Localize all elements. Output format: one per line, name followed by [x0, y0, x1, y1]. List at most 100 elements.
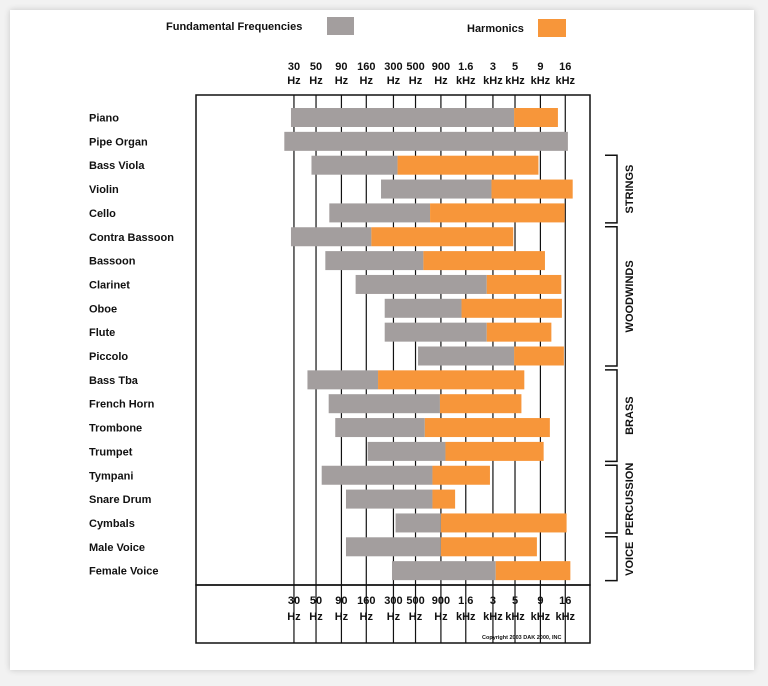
group-label-2: BRASS	[624, 396, 636, 435]
instrument-label-1: Pipe Organ	[89, 136, 148, 148]
top-tick-label-1: 50	[310, 61, 322, 73]
group-brackets: STRINGS WOODWINDS BRASS PERCUSSION VOICE	[605, 154, 636, 582]
group-bracket-1	[605, 226, 618, 367]
harmonics-bar-4	[430, 203, 565, 223]
top-tick-unit-3: Hz	[360, 75, 374, 87]
instrument-label-9: Flute	[89, 327, 115, 339]
fundamental-bar-11	[307, 370, 379, 390]
fundamental-bar-0	[290, 108, 515, 127]
top-tick-label-7: 1.6	[458, 61, 473, 73]
harmonics-bar-14	[445, 441, 544, 461]
instrument-label-6: Bassoon	[89, 256, 136, 268]
fundamental-bar-17	[395, 513, 441, 533]
fundamental-bar-14	[367, 441, 446, 461]
group-bracket-2	[605, 369, 618, 463]
top-tick-label-4: 300	[384, 61, 402, 73]
top-tick-label-3: 160	[357, 61, 375, 73]
top-tick-label-2: 90	[335, 61, 347, 73]
fundamental-bar-18	[345, 537, 441, 557]
fundamental-bar-3	[381, 179, 492, 199]
instrument-label-10: Piccolo	[89, 351, 128, 363]
top-tick-label-5: 500	[406, 61, 424, 73]
group-label-3: PERCUSSION	[624, 463, 636, 536]
bottom-axis-frame	[195, 584, 591, 644]
fundamental-bar-10	[418, 346, 515, 366]
harmonics-bar-10	[514, 346, 564, 366]
instrument-labels: Piano Pipe Organ Bass Viola Violin Cello Cont…	[89, 113, 174, 578]
instrument-label-5: Contra Bassoon	[89, 232, 174, 244]
instrument-label-11: Bass Tba	[89, 375, 139, 387]
top-tick-unit-9: kHz	[505, 75, 525, 87]
instrument-label-19: Female Voice	[89, 566, 159, 578]
legend-fundamental-swatch	[327, 17, 354, 35]
fundamental-bar-6	[325, 251, 424, 271]
top-tick-label-6: 900	[432, 61, 450, 73]
harmonics-bar-7	[486, 274, 562, 294]
top-tick-unit-4: Hz	[387, 75, 401, 87]
top-tick-unit-11: kHz	[555, 75, 575, 87]
fundamental-bar-5	[290, 227, 372, 247]
harmonics-bar-9	[486, 322, 552, 342]
top-tick-unit-2: Hz	[335, 75, 349, 87]
fundamental-bar-12	[328, 394, 440, 414]
harmonics-bar-15	[432, 465, 490, 485]
harmonics-bar-6	[423, 251, 545, 271]
legend-harmonics-swatch	[538, 19, 566, 37]
top-tick-unit-10: kHz	[531, 75, 551, 87]
group-label-0: STRINGS	[624, 165, 636, 214]
fundamental-bar-4	[329, 203, 431, 223]
harmonics-bar-13	[424, 418, 550, 438]
instrument-label-0: Piano	[89, 113, 119, 125]
fundamental-bar-13	[335, 418, 425, 438]
fundamental-bar-9	[384, 322, 487, 342]
instrument-label-18: Male Voice	[89, 542, 145, 554]
top-tick-unit-7: kHz	[456, 75, 476, 87]
group-label-1: WOODWINDS	[624, 260, 636, 332]
group-bracket-3	[605, 464, 618, 534]
top-tick-label-10: 9	[537, 61, 543, 73]
bottom-axis-ticks: 30Hz50Hz90Hz160Hz300Hz500Hz900Hz1.6kHz3k…	[287, 595, 575, 623]
fundamental-bar-2	[311, 155, 398, 175]
bars	[284, 108, 573, 581]
harmonics-bar-2	[397, 155, 539, 175]
top-tick-unit-5: Hz	[409, 75, 423, 87]
fundamental-bar-19	[391, 561, 496, 581]
top-axis-ticks: 30Hz50Hz90Hz160Hz300Hz500Hz900Hz1.6kHz3k…	[287, 61, 575, 87]
legend-fundamental-label: Fundamental Frequencies	[166, 21, 302, 33]
harmonics-bar-17	[440, 513, 567, 533]
fundamental-bar-1	[284, 131, 568, 151]
instrument-label-13: Trombone	[89, 423, 142, 435]
harmonics-bar-18	[440, 537, 537, 557]
grid-lines	[293, 95, 566, 643]
top-tick-label-8: 3	[490, 61, 496, 73]
harmonics-bar-19	[495, 561, 571, 581]
group-bracket-4	[605, 536, 618, 582]
harmonics-bar-12	[439, 394, 522, 414]
top-tick-label-9: 5	[512, 61, 518, 73]
top-tick-unit-0: Hz	[287, 75, 301, 87]
top-tick-unit-1: Hz	[309, 75, 323, 87]
legend: Fundamental Frequencies Harmonics	[166, 17, 566, 37]
group-bracket-0	[605, 154, 618, 224]
legend-harmonics-label: Harmonics	[467, 23, 524, 35]
group-label-4: VOICE	[624, 542, 636, 576]
fundamental-bar-7	[355, 274, 487, 294]
harmonics-bar-8	[461, 298, 562, 318]
copyright-text: Copyright 2003 DAK 2000, INC	[482, 635, 561, 641]
instrument-label-12: French Horn	[89, 399, 155, 411]
fundamental-bar-15	[321, 465, 433, 485]
instrument-label-17: Cymbals	[89, 518, 135, 530]
top-tick-unit-6: Hz	[434, 75, 448, 87]
harmonics-bar-5	[371, 227, 514, 247]
fundamental-bar-16	[345, 489, 433, 509]
instrument-label-16: Snare Drum	[89, 494, 152, 506]
harmonics-bar-16	[432, 489, 456, 509]
instrument-label-15: Tympani	[89, 470, 133, 482]
top-tick-unit-8: kHz	[483, 75, 503, 87]
instrument-label-3: Violin	[89, 184, 119, 196]
harmonics-bar-0	[514, 108, 558, 127]
top-tick-label-11: 16	[559, 61, 571, 73]
top-tick-label-0: 30	[288, 61, 300, 73]
fundamental-bar-8	[384, 298, 462, 318]
